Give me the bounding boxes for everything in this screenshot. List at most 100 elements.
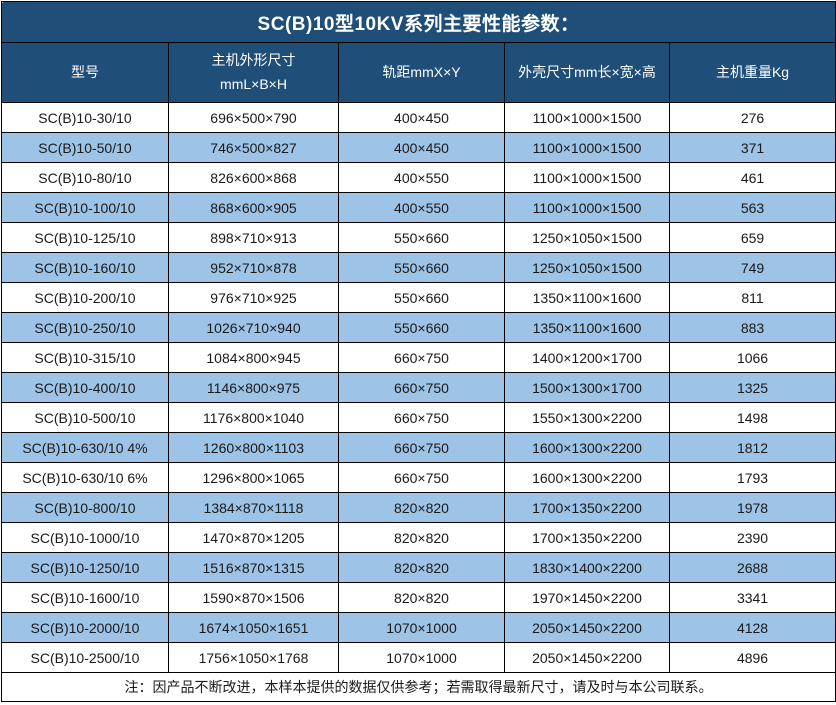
table-cell: 1250×1050×1500 bbox=[504, 252, 670, 283]
table-cell: 2050×1450×2200 bbox=[504, 612, 670, 643]
table-cell: 1600×1300×2200 bbox=[504, 432, 670, 463]
table-cell: 660×750 bbox=[338, 372, 505, 403]
col-header-rail-gauge-label: 轨距mmX×Y bbox=[382, 63, 461, 80]
table-cell: 898×710×913 bbox=[168, 222, 339, 253]
table-cell: 1100×1000×1500 bbox=[504, 162, 670, 193]
table-cell: SC(B)10-80/10 bbox=[1, 162, 169, 193]
table-cell: 1970×1450×2200 bbox=[504, 582, 670, 613]
col-header-model-label: 型号 bbox=[71, 63, 99, 80]
table-cell: SC(B)10-315/10 bbox=[1, 342, 169, 373]
table-cell: 696×500×790 bbox=[168, 102, 339, 133]
table-cell: 952×710×878 bbox=[168, 252, 339, 283]
table-cell: 1700×1350×2200 bbox=[504, 492, 670, 523]
table-row: SC(B)10-100/10 868×600×905 400×550 1100×100… bbox=[1, 192, 836, 223]
table-row: SC(B)10-630/10 6% 1296×800×1065 660×750 160… bbox=[1, 462, 836, 493]
table-cell: 276 bbox=[668, 102, 836, 133]
table-cell: 868×600×905 bbox=[168, 192, 339, 223]
table-cell: 1100×1000×1500 bbox=[504, 102, 670, 133]
col-header-weight: 主机重量Kg bbox=[668, 42, 836, 103]
table-row: SC(B)10-1000/10 1470×870×1205 820×820 1700×… bbox=[1, 522, 836, 553]
table-cell: 4128 bbox=[668, 612, 836, 643]
table-cell: 1176×800×1040 bbox=[168, 402, 339, 433]
table-cell: 1066 bbox=[668, 342, 836, 373]
table-cell: 3341 bbox=[668, 582, 836, 613]
table-cell: 820×820 bbox=[338, 552, 505, 583]
table-row: SC(B)10-2500/10 1756×1050×1768 1070×1000 20… bbox=[1, 642, 836, 673]
table-row: SC(B)10-2000/10 1674×1050×1651 1070×1000 20… bbox=[1, 612, 836, 643]
col-header-weight-label: 主机重量Kg bbox=[715, 63, 790, 80]
table-cell: SC(B)10-100/10 bbox=[1, 192, 169, 223]
table-cell: 811 bbox=[668, 282, 836, 313]
table-cell: SC(B)10-630/10 6% bbox=[1, 462, 169, 493]
table-cell: SC(B)10-1600/10 bbox=[1, 582, 169, 613]
table-cell: 1793 bbox=[668, 462, 836, 493]
table-cell: 1100×1000×1500 bbox=[504, 192, 670, 223]
table-cell: 659 bbox=[668, 222, 836, 253]
table-cell: 1590×870×1506 bbox=[168, 582, 339, 613]
table-cell: SC(B)10-125/10 bbox=[1, 222, 169, 253]
table-row: SC(B)10-160/10 952×710×878 550×660 1250×105… bbox=[1, 252, 836, 283]
table-cell: 2390 bbox=[668, 522, 836, 553]
table-cell: 1146×800×975 bbox=[168, 372, 339, 403]
table-cell: SC(B)10-160/10 bbox=[1, 252, 169, 283]
table-cell: 820×820 bbox=[338, 582, 505, 613]
table-cell: 1325 bbox=[668, 372, 836, 403]
table-cell: 400×550 bbox=[338, 192, 505, 223]
table-cell: 1100×1000×1500 bbox=[504, 132, 670, 163]
table-row: SC(B)10-800/10 1384×870×1118 820×820 1700×1… bbox=[1, 492, 836, 523]
table-row: SC(B)10-250/10 1026×710×940 550×660 1350×11… bbox=[1, 312, 836, 343]
col-header-shell-size-label: 外壳尺寸mm长×宽×高 bbox=[518, 63, 656, 80]
table-row: SC(B)10-125/10 898×710×913 550×660 1250×105… bbox=[1, 222, 836, 253]
table-cell: SC(B)10-2500/10 bbox=[1, 642, 169, 673]
table-cell: 1600×1300×2200 bbox=[504, 462, 670, 493]
table-cell: 461 bbox=[668, 162, 836, 193]
table-cell: 1830×1400×2200 bbox=[504, 552, 670, 583]
table-cell: 1756×1050×1768 bbox=[168, 642, 339, 673]
table-cell: SC(B)10-630/10 4% bbox=[1, 432, 169, 463]
table-cell: 820×820 bbox=[338, 492, 505, 523]
table-cell: 1026×710×940 bbox=[168, 312, 339, 343]
table-cell: 660×750 bbox=[338, 462, 505, 493]
col-header-dimensions-line2: mmL×B×H bbox=[220, 75, 287, 92]
table-cell: 660×750 bbox=[338, 342, 505, 373]
table-cell: SC(B)10-800/10 bbox=[1, 492, 169, 523]
table-row: SC(B)10-500/10 1176×800×1040 660×750 1550×1… bbox=[1, 402, 836, 433]
table-header-row: 型号 主机外形尺寸 mmL×B×H 轨距mmX×Y 外壳尺寸mm长×宽×高 主机… bbox=[1, 42, 836, 103]
table-note-row: 注：因产品不断改进，本样本提供的数据仅供参考；若需取得最新尺寸，请及时与本公司联… bbox=[0, 672, 836, 702]
col-header-dimensions-line1: 主机外形尺寸 bbox=[211, 51, 296, 68]
table-cell: 1350×1100×1600 bbox=[504, 312, 670, 343]
col-header-shell-size: 外壳尺寸mm长×宽×高 bbox=[504, 42, 670, 103]
table-cell: SC(B)10-1000/10 bbox=[1, 522, 169, 553]
table-cell: SC(B)10-1250/10 bbox=[1, 552, 169, 583]
table-cell: 976×710×925 bbox=[168, 282, 339, 313]
table-cell: SC(B)10-30/10 bbox=[1, 102, 169, 133]
table-cell: 1812 bbox=[668, 432, 836, 463]
table-row: SC(B)10-400/10 1146×800×975 660×750 1500×13… bbox=[1, 372, 836, 403]
table-row: SC(B)10-630/10 4% 1260×800×1103 660×750 160… bbox=[1, 432, 836, 463]
table-cell: 1500×1300×1700 bbox=[504, 372, 670, 403]
table-cell: 371 bbox=[668, 132, 836, 163]
table-title-row: SC(B)10型10KV系列主要性能参数： bbox=[0, 1, 836, 43]
table-cell: 1470×870×1205 bbox=[168, 522, 339, 553]
table-cell: 1070×1000 bbox=[338, 612, 505, 643]
table-cell: 746×500×827 bbox=[168, 132, 339, 163]
table-body: SC(B)10-30/10 696×500×790 400×450 1100×1000… bbox=[1, 102, 836, 673]
table-cell: 4896 bbox=[668, 642, 836, 673]
table-cell: 1084×800×945 bbox=[168, 342, 339, 373]
table-cell: 1978 bbox=[668, 492, 836, 523]
table-cell: 550×660 bbox=[338, 312, 505, 343]
table-row: SC(B)10-200/10 976×710×925 550×660 1350×110… bbox=[1, 282, 836, 313]
table-cell: 550×660 bbox=[338, 222, 505, 253]
table-cell: 749 bbox=[668, 252, 836, 283]
table-cell: 660×750 bbox=[338, 432, 505, 463]
table-cell: 1550×1300×2200 bbox=[504, 402, 670, 433]
col-header-model: 型号 bbox=[1, 42, 169, 103]
table-row: SC(B)10-1250/10 1516×870×1315 820×820 1830×… bbox=[1, 552, 836, 583]
table-title: SC(B)10型10KV系列主要性能参数： bbox=[0, 1, 836, 43]
table-cell: 563 bbox=[668, 192, 836, 223]
table-cell: 550×660 bbox=[338, 282, 505, 313]
table-cell: 1384×870×1118 bbox=[168, 492, 339, 523]
table-cell: 1350×1100×1600 bbox=[504, 282, 670, 313]
